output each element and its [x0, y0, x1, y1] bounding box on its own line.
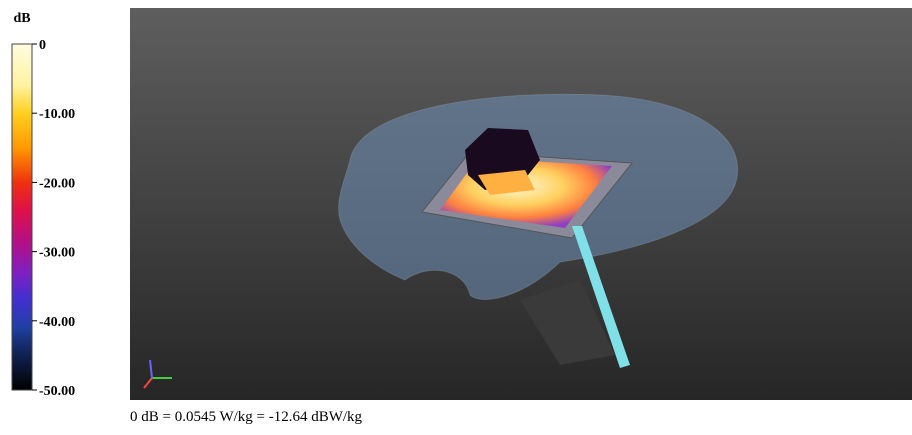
axis-triad [143, 359, 172, 389]
tick-label: -50.00 [39, 384, 75, 399]
zoom-scan-hot [478, 170, 535, 195]
colorbar [11, 43, 33, 391]
antenna-bar [572, 226, 630, 368]
tick-label: -30.00 [39, 246, 75, 261]
tick-label: 0 [39, 38, 46, 53]
caption: 0 dB = 0.0545 W/kg = -12.64 dBW/kg [130, 409, 363, 425]
tick-label: -10.00 [39, 107, 75, 122]
tick-label: -40.00 [39, 315, 75, 330]
colorbar-unit: dB [13, 11, 30, 26]
colorbar-ticks: 0 -10.00 -20.00 -30.00 -40.00 -50.00 [32, 38, 75, 399]
device-body [520, 280, 615, 365]
tick-label: -20.00 [39, 176, 75, 191]
